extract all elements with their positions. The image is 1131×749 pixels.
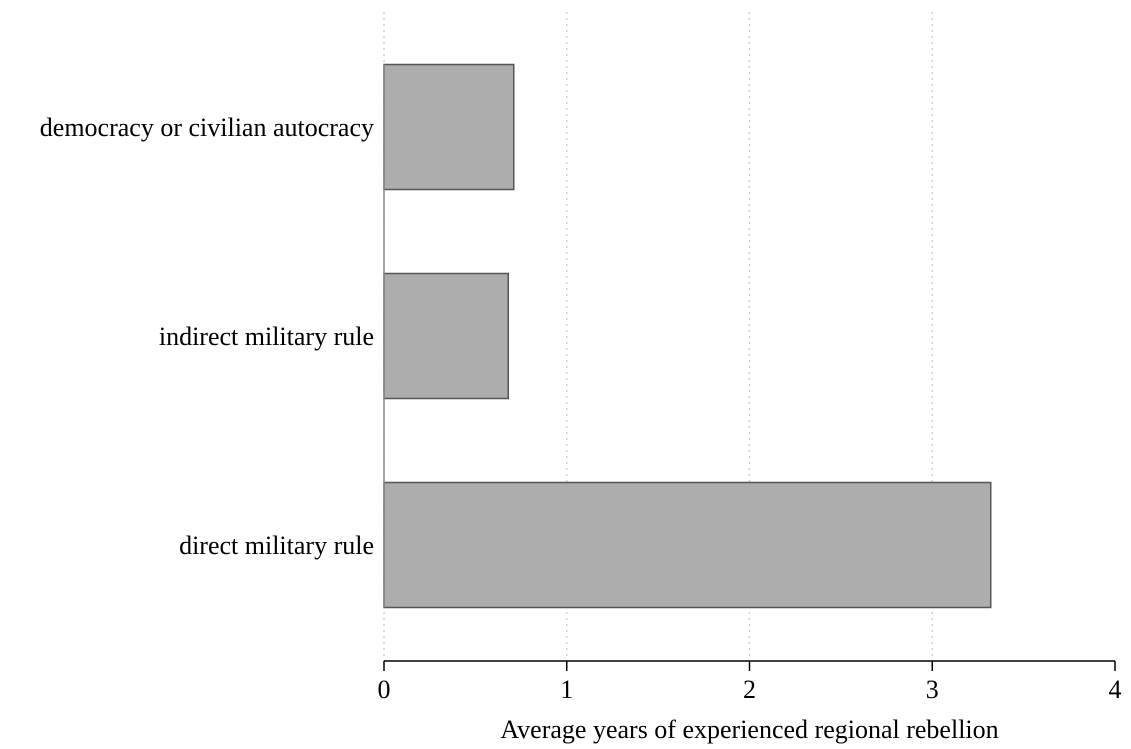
x-tick-label-0: 0 — [378, 675, 391, 704]
category-labels: democracy or civilian autocracy indirect … — [40, 113, 374, 560]
bar-2 — [384, 274, 508, 399]
bar-3 — [384, 483, 991, 608]
x-axis-title: Average years of experienced regional re… — [500, 715, 998, 744]
bars — [384, 65, 991, 608]
x-tick-label-2: 2 — [743, 675, 756, 704]
x-tick-label-4: 4 — [1109, 675, 1122, 704]
x-axis-ticks: 0 1 2 3 4 — [378, 661, 1122, 704]
category-label-2: indirect military rule — [159, 322, 374, 351]
x-tick-label-3: 3 — [926, 675, 939, 704]
bar-1 — [384, 65, 514, 190]
category-label-1: democracy or civilian autocracy — [40, 113, 374, 142]
x-tick-label-1: 1 — [560, 675, 573, 704]
category-label-3: direct military rule — [179, 531, 374, 560]
